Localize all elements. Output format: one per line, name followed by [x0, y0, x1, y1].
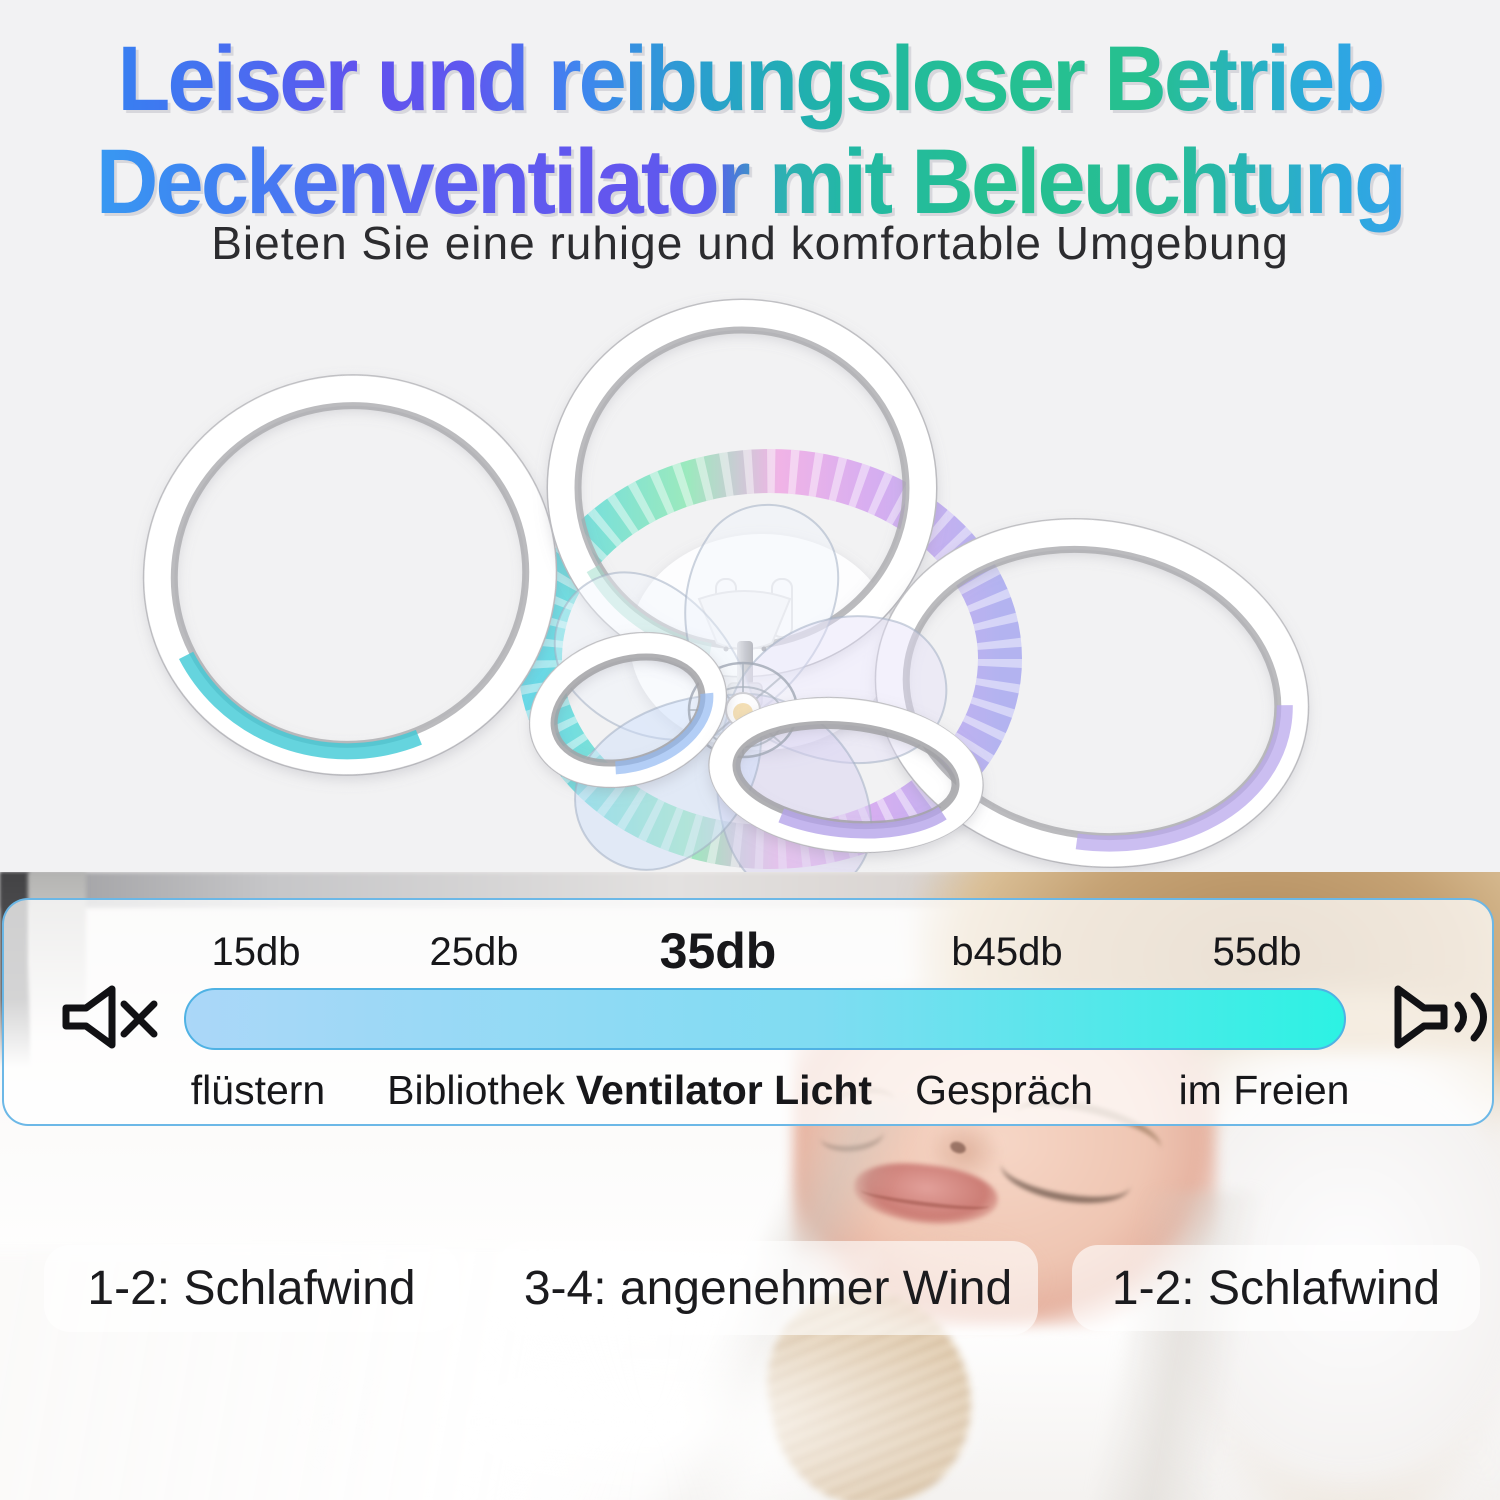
- wind-mode-pill: 1-2: Schlafwind: [1072, 1245, 1480, 1331]
- noise-gradient-bar: [184, 988, 1346, 1050]
- light-ring-left: [142, 374, 558, 776]
- title-line-1: Leiser und reibungsloser Betrieb: [45, 28, 1455, 131]
- noise-scale-panel: 15db 25db 35db b45db 55db flüstern Bibli…: [2, 898, 1494, 1126]
- light-ring-right: [874, 517, 1310, 869]
- db-tick: 55db: [1212, 930, 1302, 974]
- photo-shirt: [300, 1302, 1000, 1500]
- env-label: Gespräch: [915, 1067, 1093, 1113]
- env-label: im Freien: [1178, 1067, 1350, 1113]
- ceiling-fan-image: [142, 298, 1310, 887]
- speaker-loud-icon: [1394, 985, 1487, 1049]
- light-ring-bottom-right: [708, 696, 984, 854]
- db-tick: b45db: [951, 930, 1063, 974]
- subtitle: Bieten Sie eine ruhige und komfortable U…: [211, 217, 1289, 269]
- db-tick: 15db: [211, 930, 301, 974]
- env-label: Bibliothek: [387, 1067, 565, 1113]
- env-label: flüstern: [190, 1067, 326, 1113]
- speaker-muted-icon: [62, 985, 158, 1049]
- page-title: Leiser und reibungsloser Betrieb Deckenv…: [45, 28, 1455, 234]
- wind-mode-pill: 3-4: angenehmer Wind: [498, 1241, 1038, 1335]
- env-label-current: Ventilator Licht: [575, 1067, 873, 1113]
- db-tick: 25db: [429, 930, 519, 974]
- wind-mode-pill: 1-2: Schlafwind: [44, 1245, 459, 1332]
- db-tick-current: 35db: [659, 923, 777, 979]
- light-ring-bottom-left: [528, 631, 728, 789]
- title-line-2: Deckenventilator mit Beleuchtung: [45, 131, 1455, 234]
